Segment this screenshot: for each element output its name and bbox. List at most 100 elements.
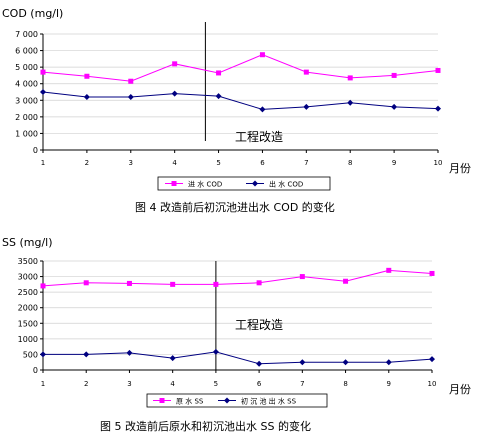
cod-point-s1-8 [347, 99, 354, 106]
ss-x-tick-label: 5 [214, 380, 218, 388]
cod-legend-influent-label: 进 水 COD [188, 180, 222, 189]
ss-point-s1-9 [385, 359, 392, 366]
cod-x-tick-label: 7 [304, 159, 308, 167]
cod-point-s0-1 [40, 69, 46, 75]
ss-point-s0-6 [256, 280, 262, 286]
cod-point-s1-6 [259, 106, 266, 113]
cod-x-tick-label: 3 [129, 159, 133, 167]
cod-x-tick-label: 1 [41, 159, 45, 167]
cod-point-s1-10 [435, 105, 441, 112]
ss-point-s0-2 [83, 280, 89, 286]
cod-x-tick-label: 8 [348, 159, 352, 167]
ss-legend-entry-raw: 原 水 SS [153, 397, 204, 406]
ss-point-s1-5 [212, 348, 219, 355]
cod-legend-influent-marker [171, 181, 177, 186]
cod-x-tick-label: 2 [85, 159, 89, 167]
cod-x-tick-label: 10 [434, 159, 443, 167]
ss-legend-primary-label: 初 沉 池 出 水 SS [241, 397, 297, 406]
cod-point-s0-4 [172, 61, 178, 67]
ss-x-tick-label: 10 [428, 380, 437, 388]
ss-figure-caption: 图 5 改造前后原水和初沉池出水 SS 的变化 [100, 419, 311, 433]
cod-y-tick-label: 0 [33, 146, 38, 155]
cod-point-s1-2 [83, 93, 90, 100]
cod-point-s1-3 [127, 93, 134, 100]
cod-point-s1-5 [215, 93, 222, 100]
ss-point-s1-6 [256, 360, 263, 367]
ss-x-tick-labels: 1 2 3 4 5 6 7 8 9 10 [41, 370, 437, 388]
ss-legend-entry-primary: 初 沉 池 出 水 SS [218, 397, 297, 406]
ss-point-s0-4 [170, 281, 176, 287]
ss-x-axis-title: 月份 [449, 383, 471, 396]
cod-point-s1-4 [171, 90, 178, 97]
ss-point-s1-4 [169, 355, 176, 362]
ss-point-s1-7 [299, 359, 306, 366]
ss-point-s0-10 [429, 270, 435, 276]
ss-legend-primary-marker [224, 397, 230, 404]
cod-y-tick-labels: 0 1 000 2 000 3 000 4 000 5 000 6 000 7 000 [15, 30, 43, 155]
ss-x-tick-label: 1 [41, 380, 45, 388]
ss-x-tick-label: 6 [257, 380, 262, 388]
ss-legend-raw-label: 原 水 SS [176, 397, 204, 406]
cod-legend-box [157, 176, 331, 191]
cod-point-s1-1 [40, 89, 46, 95]
ss-x-tick-label: 2 [84, 380, 88, 388]
ss-y-tick-label: 500 [23, 350, 38, 359]
ss-y-axis-title: SS (mg/l) [2, 236, 53, 249]
cod-x-tick-label: 9 [392, 159, 396, 167]
cod-legend-entry-effluent: 出 水 COD [246, 180, 303, 189]
ss-renovation-annotation: 工程改造 [235, 317, 283, 332]
ss-y-tick-label: 3500 [18, 257, 38, 266]
cod-point-s0-10 [435, 67, 441, 73]
ss-legend-box [146, 393, 328, 408]
cod-series-line-0 [42, 54, 439, 82]
cod-point-s1-7 [303, 103, 310, 110]
cod-y-axis-title: COD (mg/l) [2, 7, 63, 20]
ss-y-tick-label: 1000 [18, 335, 38, 344]
ss-point-s1-8 [342, 359, 349, 366]
cod-point-s0-5 [216, 70, 222, 76]
ss-x-tick-label: 3 [127, 380, 131, 388]
cod-y-tick-label: 7 000 [15, 30, 38, 39]
cod-legend-entry-influent: 进 水 COD [165, 180, 222, 189]
ss-point-s0-8 [343, 278, 349, 284]
ss-series-group [40, 267, 435, 367]
cod-legend-effluent-label: 出 水 COD [269, 180, 303, 189]
ss-point-s0-5 [213, 281, 219, 287]
ss-gridlines [43, 260, 432, 355]
cod-y-tick-label: 2 000 [15, 113, 38, 122]
ss-point-s0-9 [386, 267, 392, 273]
ss-chart: SS (mg/l) 0 500 1000 1500 2000 2500 3000 3500 1… [2, 236, 471, 433]
ss-point-s0-7 [299, 274, 305, 280]
cod-x-tick-labels: 1 2 3 4 5 6 7 8 9 10 [41, 150, 443, 167]
ss-x-tick-label: 7 [300, 380, 304, 388]
cod-y-tick-label: 5 000 [15, 63, 38, 72]
cod-renovation-annotation: 工程改造 [235, 129, 283, 144]
ss-y-tick-label: 2500 [18, 288, 38, 297]
cod-point-s0-8 [347, 75, 353, 81]
cod-legend-effluent-marker [252, 180, 258, 187]
cod-gridlines [43, 33, 438, 134]
cod-y-tick-label: 3 000 [15, 96, 38, 105]
ss-x-tick-label: 4 [170, 380, 175, 388]
cod-point-s0-2 [84, 73, 90, 79]
cod-x-tick-label: 6 [260, 159, 265, 167]
ss-x-tick-label: 8 [343, 380, 347, 388]
ss-y-tick-label: 3000 [18, 273, 38, 282]
ss-y-tick-labels: 0 500 1000 1500 2000 2500 3000 3500 [18, 257, 43, 375]
cod-point-s0-6 [259, 52, 265, 58]
cod-point-s0-7 [303, 69, 309, 75]
ss-y-tick-label: 2000 [18, 304, 38, 313]
cod-y-tick-label: 6 000 [15, 47, 38, 56]
cod-chart: COD (mg/l) 0 1 000 2 000 3 000 4 000 5 000 6 0… [2, 7, 471, 214]
cod-figure-caption: 图 4 改造前后初沉池进出水 COD 的变化 [135, 200, 335, 214]
cod-point-s0-9 [391, 72, 397, 78]
ss-series-line-1 [43, 351, 433, 365]
cod-x-tick-label: 5 [216, 159, 220, 167]
cod-series-line-1 [42, 91, 439, 110]
ss-point-s1-3 [126, 349, 133, 356]
cod-x-axis-title: 月份 [449, 162, 471, 175]
ss-point-s1-1 [40, 351, 46, 358]
ss-x-tick-label: 9 [387, 380, 391, 388]
ss-point-s1-2 [83, 351, 90, 358]
